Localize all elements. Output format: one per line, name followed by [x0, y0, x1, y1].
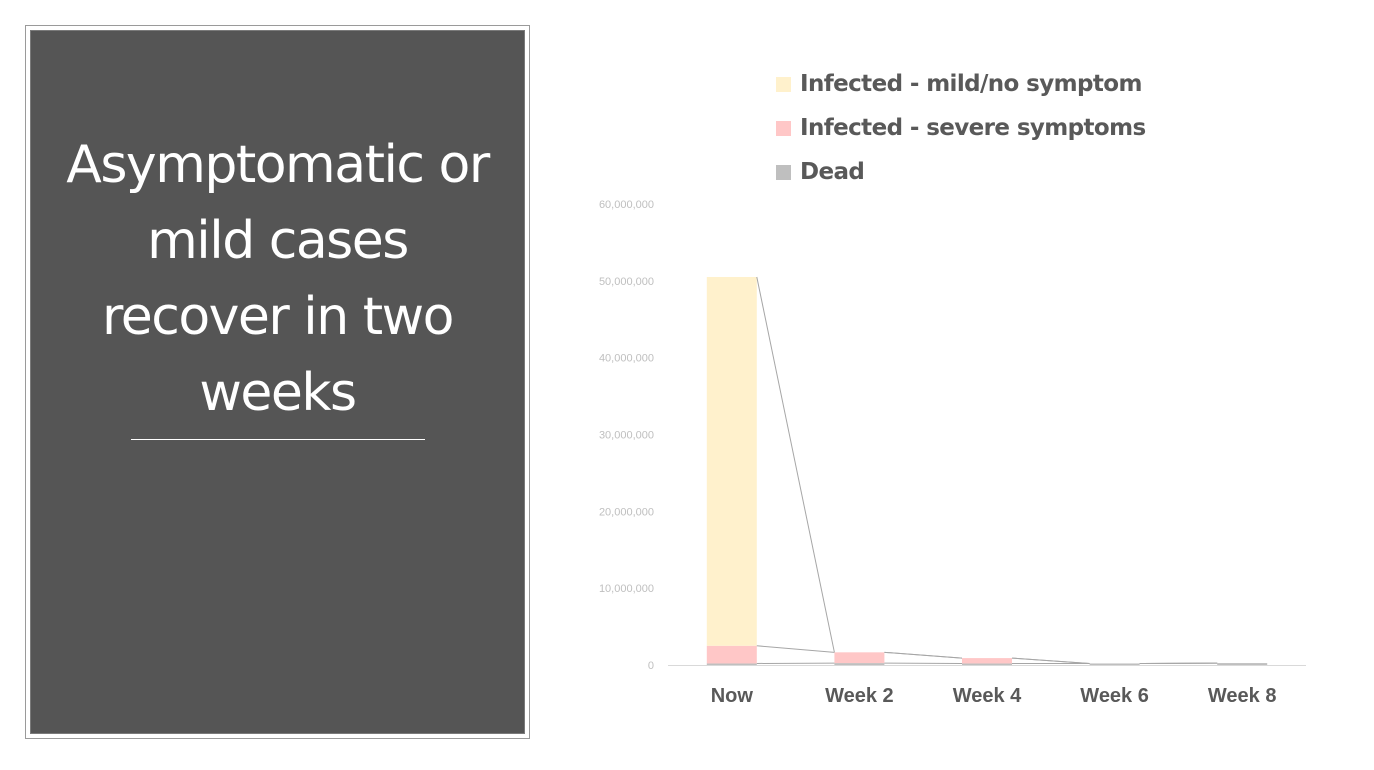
legend-item-severe: Infected - severe symptoms	[776, 106, 1146, 150]
chart-legend: Infected - mild/no symptom Infected - se…	[776, 62, 1146, 194]
bar-segment	[1089, 663, 1140, 665]
y-tick-label: 0	[648, 660, 654, 672]
legend-swatch-mild	[776, 76, 791, 92]
legend-item-dead: Dead	[776, 150, 1146, 194]
x-tick-label: Week 2	[825, 685, 894, 707]
y-tick-label: 40,000,000	[599, 353, 654, 365]
bar-segment	[706, 645, 757, 664]
x-tick-label: Now	[711, 685, 754, 707]
legend-swatch-severe	[776, 120, 791, 136]
bar-segment	[1217, 663, 1268, 665]
bar-segment	[706, 663, 757, 665]
series-line	[756, 645, 835, 653]
x-tick-label: Week 6	[1080, 685, 1149, 707]
slide-title: Asymptomatic or mild cases recover in tw…	[66, 135, 490, 423]
series-line	[756, 276, 835, 653]
series-line	[884, 651, 963, 659]
title-panel: Asymptomatic or mild cases recover in tw…	[25, 25, 530, 739]
series-line	[1011, 657, 1090, 664]
y-axis: 0 10,000,000 20,000,000 30,000,000 40,000,00…	[599, 199, 654, 672]
series-lines	[756, 276, 1218, 664]
legend-label-mild: Infected - mild/no symptom	[800, 71, 1142, 97]
x-tick-label: Week 8	[1208, 685, 1277, 707]
bar-segment	[962, 663, 1012, 665]
bar-segment	[962, 658, 1012, 664]
legend-label-dead: Dead	[800, 159, 865, 185]
legend-item-mild: Infected - mild/no symptom	[776, 62, 1146, 106]
legend-swatch-dead	[776, 164, 791, 180]
x-tick-label: Week 4	[953, 685, 1022, 707]
x-axis: Now Week 2 Week 4 Week 6 Week 8	[711, 685, 1277, 707]
title-panel-inner: Asymptomatic or mild cases recover in tw…	[30, 30, 525, 734]
chart-bars	[706, 276, 1268, 665]
y-tick-label: 50,000,000	[599, 276, 654, 288]
legend-label-severe: Infected - severe symptoms	[800, 115, 1146, 141]
y-tick-label: 10,000,000	[599, 583, 654, 595]
y-tick-label: 30,000,000	[599, 430, 654, 442]
bar-segment	[834, 652, 885, 664]
bar-segment	[834, 663, 885, 665]
title-divider	[131, 439, 425, 440]
y-tick-label: 20,000,000	[599, 506, 654, 518]
bar-segment	[706, 276, 757, 646]
y-tick-label: 60,000,000	[599, 199, 654, 211]
